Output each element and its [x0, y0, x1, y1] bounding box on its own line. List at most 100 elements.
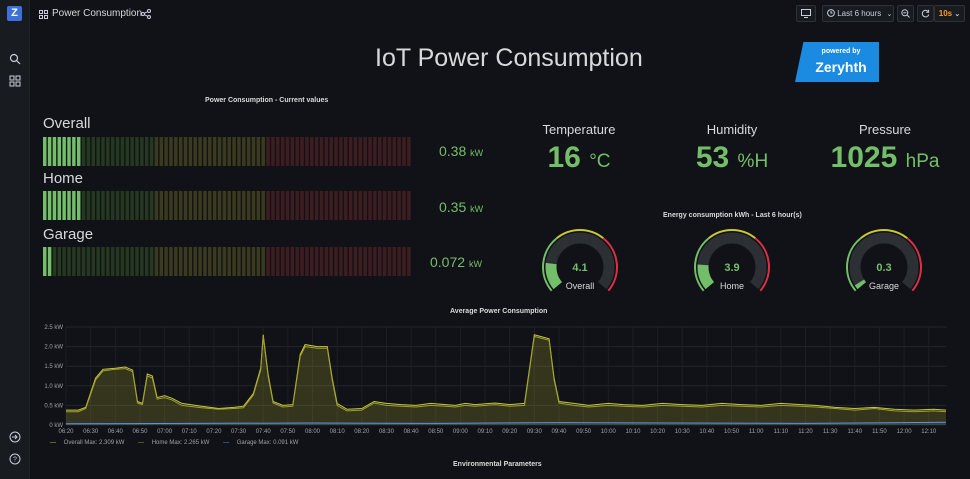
- bar-segment: [348, 137, 353, 166]
- bar-segment: [203, 191, 207, 220]
- bar-segment: [183, 247, 188, 276]
- bar-segment: [164, 247, 168, 276]
- bar-segment: [198, 191, 202, 220]
- help-icon[interactable]: ?: [9, 453, 21, 465]
- bar-segment: [178, 137, 183, 166]
- bar-segment: [232, 137, 236, 166]
- sign-in-icon[interactable]: [9, 431, 21, 443]
- gauge-threshold-green: [846, 237, 862, 292]
- bar-segment: [135, 247, 139, 276]
- gauge-track: [849, 232, 919, 290]
- bar-segment: [329, 247, 333, 276]
- zoom-out-button[interactable]: [897, 5, 914, 22]
- bar-segment: [368, 191, 372, 220]
- bar-segment: [52, 137, 57, 166]
- bar-segment: [149, 247, 154, 276]
- bar-segment: [271, 191, 275, 220]
- time-range-picker[interactable]: Last 6 hours ⌄: [822, 5, 894, 22]
- bar-segment: [106, 137, 110, 166]
- bar-segment: [110, 137, 115, 166]
- bar-segment: [101, 247, 105, 276]
- bar-segment: [237, 137, 241, 166]
- bar-segment: [290, 191, 295, 220]
- bar-segment: [242, 137, 246, 166]
- legend-item-home[interactable]: — Home Max: 2.265 kW: [138, 440, 210, 446]
- chart-panel-title[interactable]: Average Power Consumption: [450, 308, 548, 315]
- bar-segment: [285, 191, 290, 220]
- bar-segment: [91, 247, 96, 276]
- badge-top-text: powered by: [821, 48, 861, 55]
- bar-segment: [300, 137, 304, 166]
- bar-segment: [193, 247, 197, 276]
- bar-segment: [52, 247, 57, 276]
- bar-segment: [305, 247, 309, 276]
- bar-segment: [222, 137, 227, 166]
- bar-segment: [72, 191, 76, 220]
- x-tick-label: 07:00: [157, 429, 173, 435]
- bar-segment: [101, 137, 105, 166]
- bar-segment: [125, 137, 129, 166]
- gauge-threshold-green: [542, 237, 558, 292]
- gauges-panel-title[interactable]: Energy consumption kWh - Last 6 hour(s): [663, 212, 802, 219]
- bar-segment: [329, 137, 333, 166]
- bar-segment: [373, 247, 377, 276]
- bar-segment: [402, 191, 406, 220]
- bar-segment: [86, 247, 91, 276]
- bar-segment: [310, 191, 314, 220]
- bar-segment: [358, 137, 363, 166]
- bar-segment: [203, 137, 207, 166]
- bar-segment: [62, 247, 66, 276]
- bars-panel-title[interactable]: Power Consumption - Current values: [205, 97, 329, 104]
- bar-segment: [130, 247, 134, 276]
- cycle-view-mode-button[interactable]: [796, 5, 816, 22]
- dashboard-grid-icon: [39, 10, 48, 19]
- zeryhth-logo[interactable]: Z: [7, 6, 22, 21]
- bar-segment: [86, 191, 91, 220]
- bar-segment: [314, 137, 319, 166]
- bar-segment: [47, 247, 52, 276]
- refresh-button[interactable]: [917, 5, 934, 22]
- series-area-garage: [66, 422, 946, 425]
- power-timeseries-chart[interactable]: 0 kW 0.5 kW 1.0 kW 1.5 kW 2.0 kW 2.5 kW 06:20 0…: [40, 316, 950, 441]
- share-icon[interactable]: [141, 9, 151, 19]
- refresh-interval-label: 10s: [938, 9, 953, 18]
- bar-segment: [115, 191, 120, 220]
- badge-brand-text: Zeryhth: [815, 59, 867, 75]
- bar-segment: [140, 247, 144, 276]
- bar-segment: [115, 137, 120, 166]
- bar-segment: [183, 137, 188, 166]
- env-panel-title[interactable]: Environmental Parameters: [453, 461, 542, 468]
- y-tick-label: 1.5 kW: [44, 364, 63, 370]
- x-tick-label: 10:30: [675, 429, 691, 435]
- bar-segment: [280, 247, 285, 276]
- bar-segment: [378, 191, 382, 220]
- legend-item-garage[interactable]: — Garage Max: 0.091 kW: [223, 440, 299, 446]
- bar-segment: [242, 191, 246, 220]
- bar-segment: [348, 191, 353, 220]
- refresh-interval-picker[interactable]: 10s ⌄: [934, 5, 965, 22]
- gauge-overall: 4.1: [542, 229, 618, 292]
- sidebar: Z ?: [0, 0, 30, 479]
- legend-item-overall[interactable]: — Overall Max: 2.309 kW: [50, 440, 125, 446]
- bar-segment: [271, 247, 275, 276]
- gauge-fill: [545, 262, 563, 290]
- search-icon[interactable]: [9, 53, 21, 65]
- bar-segment: [76, 191, 81, 220]
- page-title: IoT Power Consumption: [375, 44, 643, 72]
- dashboard-title[interactable]: Power Consumption: [52, 8, 143, 19]
- powered-by-zeryhth-badge[interactable]: powered by Zeryhth: [795, 42, 879, 82]
- bar-segment: [222, 191, 227, 220]
- bar-segment: [72, 137, 76, 166]
- gauge-label-home: Home: [719, 281, 744, 291]
- dashboards-grid-icon[interactable]: [9, 75, 21, 87]
- bar-segment: [106, 247, 110, 276]
- bar-segment: [227, 247, 231, 276]
- stat-label-pressure: Pressure: [858, 122, 912, 137]
- bar-segment: [178, 191, 183, 220]
- topbar: Power Consumption Last 6 hours ⌄ 10s ⌄: [30, 0, 970, 28]
- bar-segment: [110, 191, 115, 220]
- bar-segment: [125, 191, 129, 220]
- bar-segment: [407, 191, 411, 220]
- bar-segment: [154, 247, 159, 276]
- bar-segment: [407, 247, 411, 276]
